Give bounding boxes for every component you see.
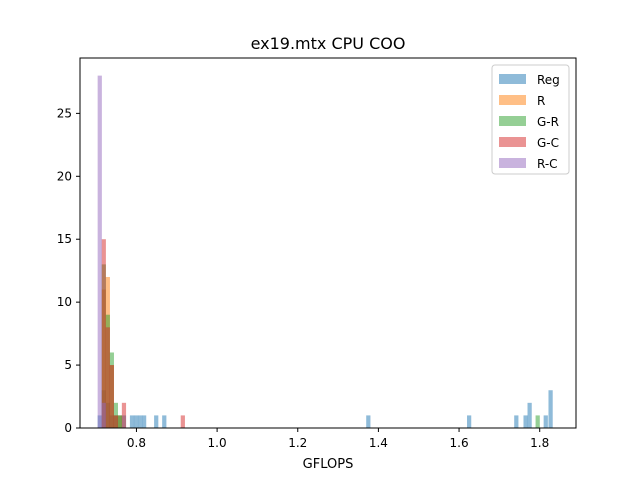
y-axis: 0 5 10 15 20 25 bbox=[57, 106, 80, 435]
bar-g-c-4 bbox=[121, 402, 127, 428]
bar-g-c-0 bbox=[101, 239, 106, 428]
bar-g-c-3 bbox=[113, 415, 118, 428]
bar-reg-10 bbox=[142, 415, 147, 428]
bar-g-c-1 bbox=[105, 327, 110, 428]
y-tick-label: 10 bbox=[57, 295, 72, 309]
legend-label-r-c: R-C bbox=[537, 157, 558, 171]
x-tick-label: 1.4 bbox=[369, 436, 388, 450]
chart-title: ex19.mtx CPU COO bbox=[251, 34, 406, 53]
x-tick-label: 1.6 bbox=[450, 436, 469, 450]
bar-reg-8 bbox=[133, 415, 139, 428]
plot-frame bbox=[79, 57, 577, 429]
legend-label-g-r: G-R bbox=[537, 115, 559, 129]
y-tick-label: 25 bbox=[57, 106, 72, 120]
legend-swatch-r bbox=[499, 95, 526, 105]
bar-g-c-5 bbox=[180, 415, 185, 428]
y-tick-label: 20 bbox=[57, 169, 72, 183]
y-tick-label: 15 bbox=[57, 232, 72, 246]
bars-layer bbox=[97, 75, 553, 429]
bar-g-c-2 bbox=[109, 365, 114, 428]
bar-reg-18 bbox=[543, 415, 548, 428]
legend-label-reg: Reg bbox=[537, 73, 560, 87]
bar-r-c-1 bbox=[101, 402, 106, 428]
bar-reg-9 bbox=[137, 415, 143, 428]
bar-reg-11 bbox=[154, 415, 159, 428]
legend: Reg R G-R G-C R-C bbox=[491, 64, 570, 175]
x-axis: 0.8 1.0 1.2 1.4 1.6 1.8 bbox=[127, 428, 549, 450]
bar-reg-19 bbox=[548, 390, 553, 428]
legend-swatch-r-c bbox=[499, 158, 526, 168]
bar-g-r-5 bbox=[535, 415, 540, 428]
bar-reg-15 bbox=[514, 415, 519, 428]
y-tick-label: 0 bbox=[64, 421, 72, 435]
legend-swatch-g-c bbox=[499, 137, 526, 147]
x-axis-label: GFLOPS bbox=[303, 457, 354, 472]
x-tick-label: 1.8 bbox=[530, 436, 549, 450]
bar-reg-7 bbox=[129, 415, 135, 428]
y-tick-label: 5 bbox=[64, 358, 72, 372]
legend-label-r: R bbox=[537, 94, 545, 108]
bar-reg-12 bbox=[162, 415, 167, 428]
x-tick-label: 0.8 bbox=[127, 436, 146, 450]
bar-reg-13 bbox=[366, 415, 371, 428]
bar-r-c-0 bbox=[97, 75, 102, 429]
x-tick-label: 1.0 bbox=[208, 436, 227, 450]
bar-reg-14 bbox=[467, 415, 472, 428]
legend-label-g-c: G-C bbox=[537, 136, 559, 150]
bar-g-r-4 bbox=[117, 415, 123, 428]
x-tick-label: 1.2 bbox=[288, 436, 307, 450]
legend-swatch-reg bbox=[499, 74, 526, 84]
legend-swatch-g-r bbox=[499, 116, 526, 126]
bar-reg-16 bbox=[523, 415, 528, 428]
bar-reg-17 bbox=[527, 402, 532, 428]
